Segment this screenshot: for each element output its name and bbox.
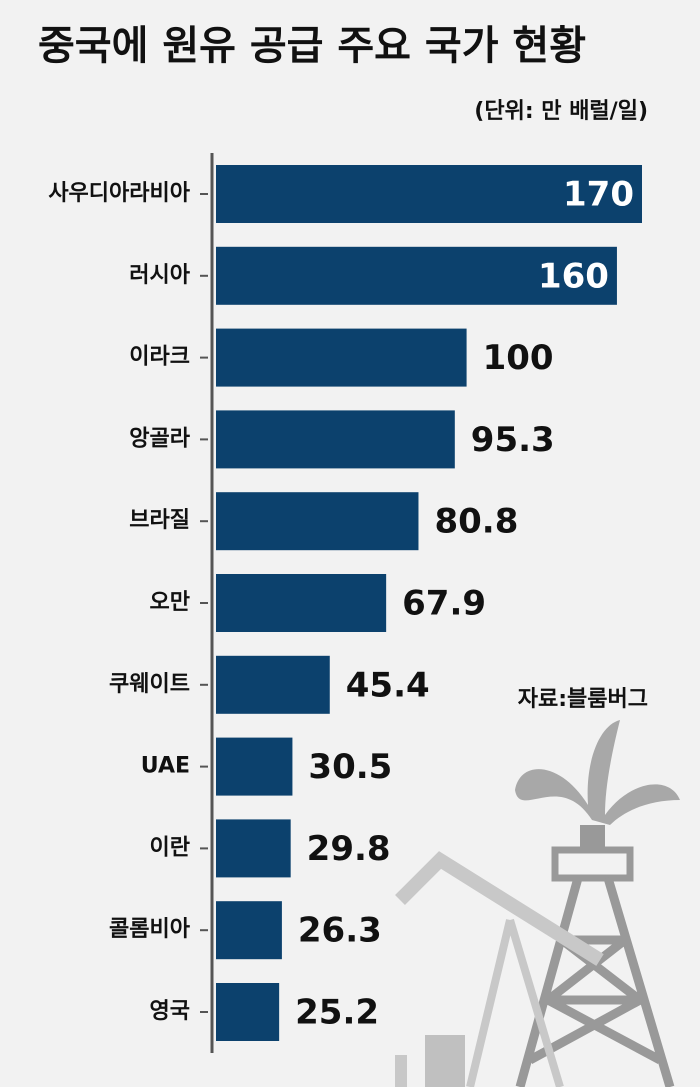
bar xyxy=(216,901,282,960)
value-label: 80.8 xyxy=(434,502,518,542)
bar xyxy=(216,165,642,223)
category-label: 오만 xyxy=(150,590,190,615)
bar xyxy=(216,655,330,714)
category-label: 쿠웨이트 xyxy=(109,672,190,697)
source: 자료:블룸버그 xyxy=(518,687,648,712)
subtitle: (단위: 만 배럴/일) xyxy=(474,99,648,124)
bar xyxy=(216,574,387,632)
category-label: 사우디아라비아 xyxy=(48,181,190,206)
value-label: 170 xyxy=(563,175,634,215)
value-label: 160 xyxy=(538,256,609,296)
bar xyxy=(216,737,293,796)
category-label: 앙골라 xyxy=(129,426,190,451)
chart-title: 중국에 원유 공급 주요 국가 현황 xyxy=(38,23,586,69)
bar xyxy=(216,328,467,387)
value-label: 67.9 xyxy=(402,584,486,624)
bar xyxy=(216,246,617,305)
value-label: 29.8 xyxy=(307,829,391,869)
category-label: 콜롬비아 xyxy=(109,917,191,942)
bar xyxy=(216,983,280,1041)
value-label: 26.3 xyxy=(298,911,382,951)
category-label: UAE xyxy=(141,754,190,779)
bar xyxy=(216,410,455,469)
category-label: 브라질 xyxy=(129,508,190,533)
value-label: 45.4 xyxy=(346,665,430,705)
value-label: 100 xyxy=(483,338,554,378)
bar xyxy=(216,492,419,551)
category-label: 이라크 xyxy=(129,345,190,370)
value-label: 95.3 xyxy=(471,420,555,460)
value-label: 30.5 xyxy=(308,747,392,787)
category-label: 러시아 xyxy=(129,263,190,288)
bar xyxy=(216,819,291,878)
value-label: 25.2 xyxy=(295,993,379,1033)
category-label: 이란 xyxy=(150,835,190,860)
oil-illustration xyxy=(395,720,680,1087)
category-label: 영국 xyxy=(150,999,190,1024)
